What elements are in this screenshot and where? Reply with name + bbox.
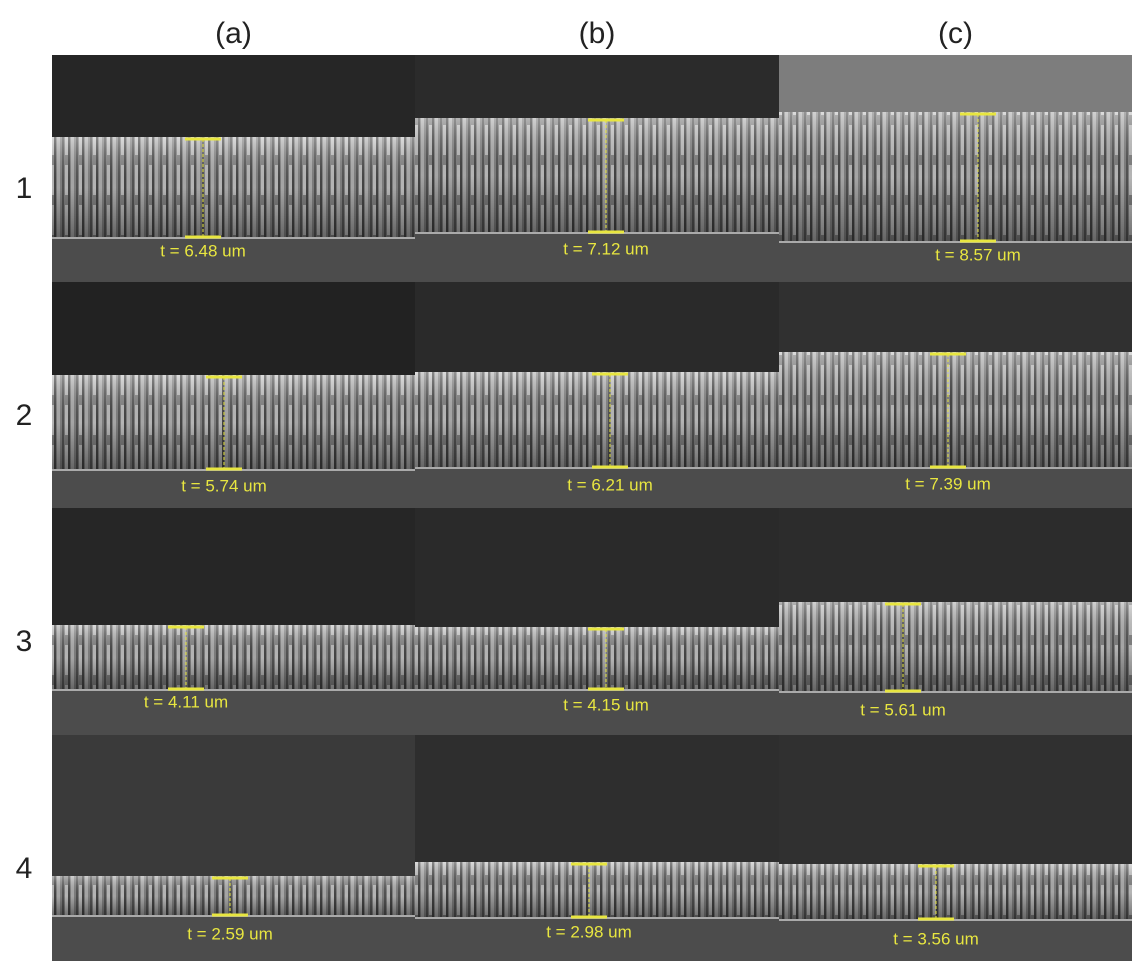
row-label: 2 bbox=[16, 399, 33, 432]
film-shading bbox=[52, 375, 415, 470]
film-shading bbox=[415, 372, 779, 468]
thickness-label: t = 6.21 um bbox=[567, 475, 653, 494]
column-label: (c) bbox=[938, 17, 973, 50]
film-shading bbox=[415, 118, 779, 233]
column-label: (a) bbox=[215, 17, 252, 50]
page: {"column_labels": ["(a)", "(b)", "(c)"],… bbox=[0, 0, 1132, 961]
film-shading bbox=[415, 862, 779, 918]
row-label: 1 bbox=[16, 172, 33, 205]
thickness-label: t = 7.12 um bbox=[563, 239, 649, 258]
film-shading bbox=[52, 876, 415, 916]
film-shading bbox=[52, 137, 415, 238]
substrate bbox=[52, 690, 415, 735]
thickness-label: t = 5.61 um bbox=[860, 700, 946, 719]
thickness-label: t = 2.98 um bbox=[546, 922, 632, 941]
thickness-label: t = 4.15 um bbox=[563, 695, 649, 714]
film-shading bbox=[779, 602, 1132, 692]
thickness-label: t = 7.39 um bbox=[905, 474, 991, 493]
row-label: 4 bbox=[16, 852, 33, 885]
film-shading bbox=[52, 625, 415, 690]
film-shading bbox=[779, 864, 1132, 920]
substrate bbox=[779, 692, 1132, 735]
film-shading bbox=[779, 112, 1132, 242]
row-label: 3 bbox=[16, 625, 33, 658]
film-shading bbox=[779, 352, 1132, 468]
thickness-label: t = 5.74 um bbox=[181, 476, 267, 495]
thickness-label: t = 6.48 um bbox=[160, 241, 246, 260]
film-shading bbox=[415, 627, 779, 690]
sem-figure: (a) (b) (c) 1 2 3 4 t = 6.48 um t = 7.12 um t = 8… bbox=[0, 0, 1132, 961]
column-label: (b) bbox=[579, 17, 616, 50]
thickness-label: t = 3.56 um bbox=[893, 929, 979, 948]
thickness-label: t = 2.59 um bbox=[187, 924, 273, 943]
thickness-label: t = 4.11 um bbox=[144, 692, 228, 711]
thickness-label: t = 8.57 um bbox=[935, 245, 1021, 264]
